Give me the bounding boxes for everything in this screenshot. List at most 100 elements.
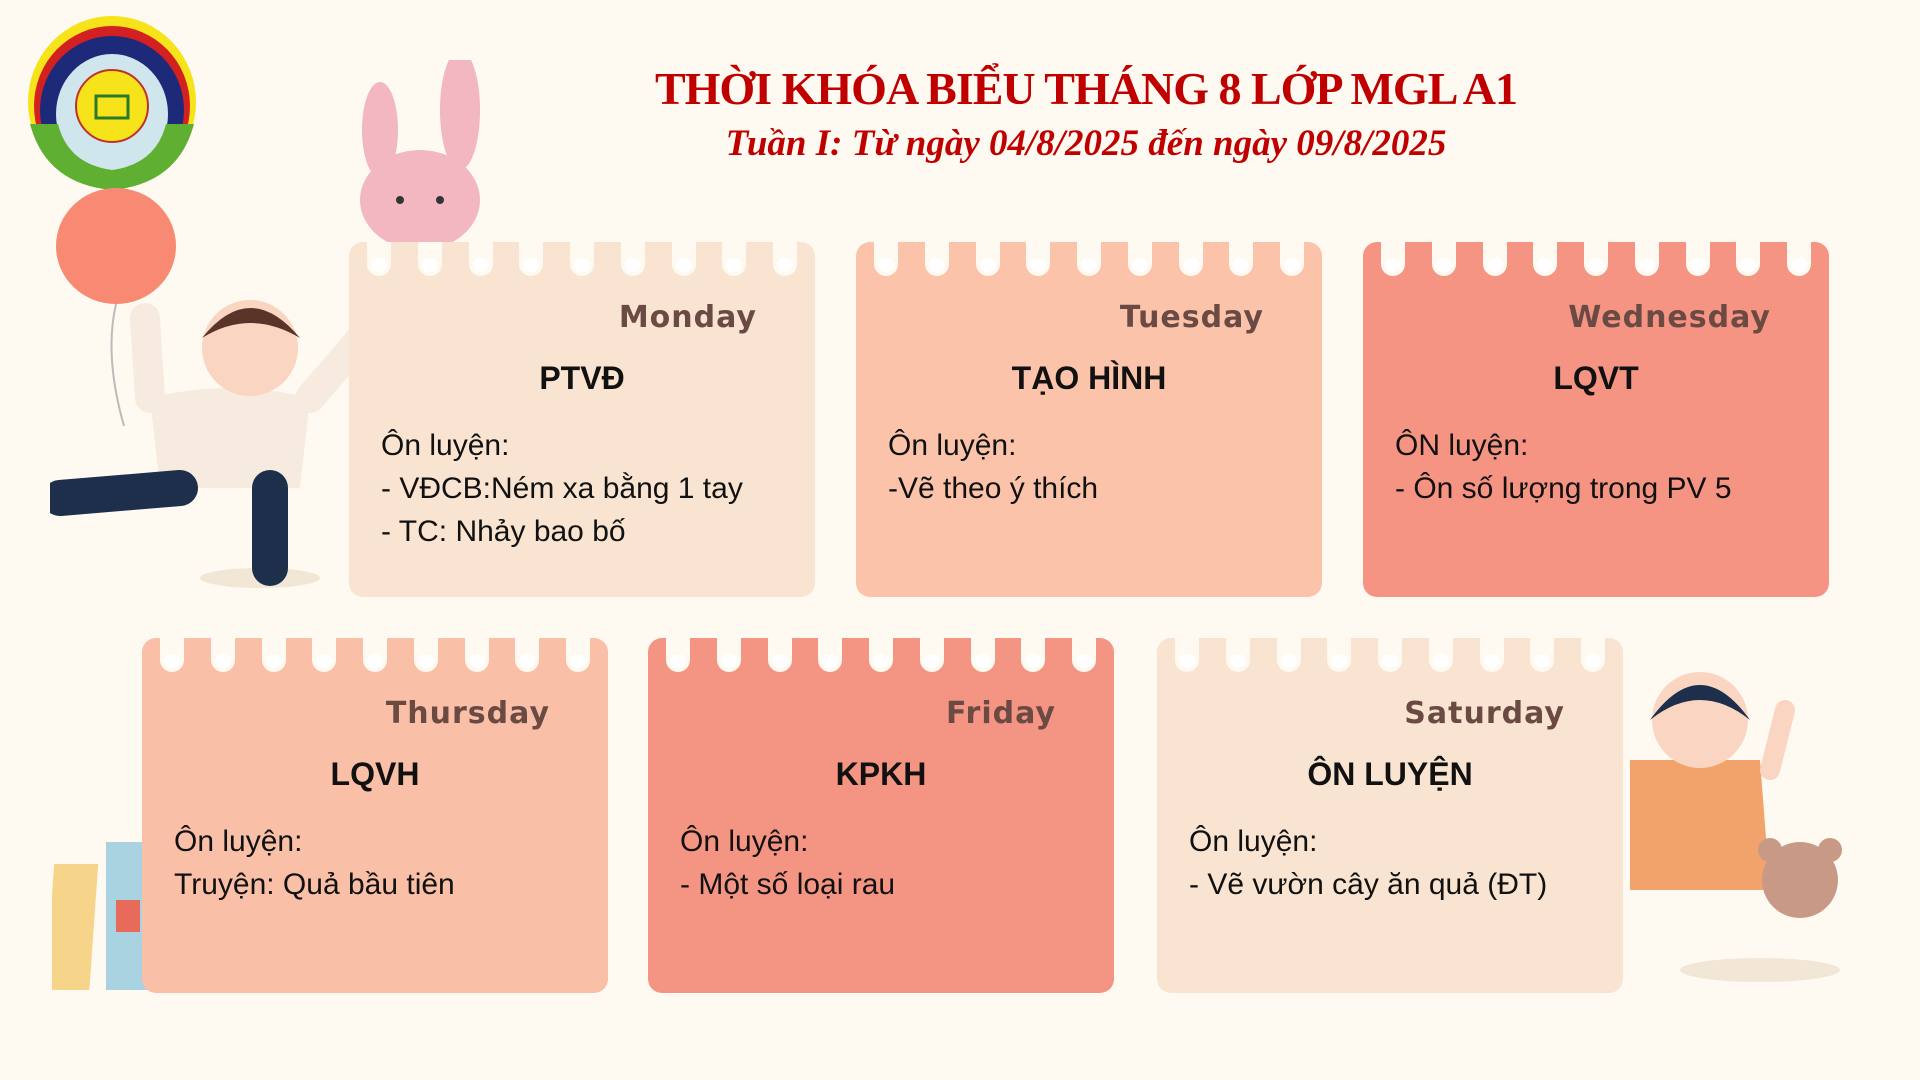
subject-title: KPKH — [835, 756, 927, 792]
subject-title: PTVĐ — [539, 360, 625, 396]
activity-list: Ôn luyện: Truyện: Quả bầu tiên — [174, 820, 455, 906]
binder-hole — [970, 638, 995, 672]
binder-hole — [1381, 242, 1405, 276]
day-card-friday: Friday KPKH Ôn luyện: - Một số loại rau — [648, 638, 1114, 993]
binder-hole — [924, 242, 949, 276]
day-label: Thursday — [385, 696, 550, 731]
binder-hole — [722, 242, 747, 276]
binder-hole — [570, 242, 594, 276]
binder-hole — [312, 638, 337, 672]
binder-hole — [1026, 242, 1051, 276]
activity-line: - Vẽ vườn cây ăn quả (ĐT) — [1189, 868, 1548, 901]
binder-hole — [919, 638, 944, 672]
binder-hole — [464, 638, 489, 672]
binder-holes — [1381, 242, 1811, 282]
binder-hole — [1229, 242, 1254, 276]
binder-hole — [1685, 242, 1710, 276]
boy-illustration — [1630, 672, 1842, 982]
activity-line: - Ôn số lượng trong PV 5 — [1395, 472, 1732, 505]
binder-hole — [1378, 638, 1402, 672]
binder-hole — [1077, 242, 1101, 276]
page-title: THỜI KHÓA BIỂU THÁNG 8 LỚP MGL A1 — [654, 63, 1518, 114]
activity-line: Ôn luyện: — [381, 429, 510, 462]
binder-hole — [363, 638, 387, 672]
subject-title: ÔN LUYỆN — [1307, 756, 1473, 792]
binder-hole — [1482, 242, 1507, 276]
binder-hole — [367, 242, 391, 276]
binder-hole — [767, 638, 792, 672]
activity-line: -Vẽ theo ý thích — [888, 472, 1099, 505]
subject-title: LQVT — [1553, 360, 1639, 396]
binder-holes — [666, 638, 1096, 678]
binder-hole — [1530, 638, 1555, 672]
binder-hole — [773, 242, 797, 276]
binder-hole — [417, 242, 442, 276]
activity-line: - VĐCB:Ném xa bằng 1 tay — [381, 472, 743, 505]
day-label: Saturday — [1404, 696, 1565, 731]
day-label: Friday — [945, 696, 1056, 731]
activity-line: Truyện: Quả bầu tiên — [174, 868, 455, 901]
binder-hole — [975, 242, 1000, 276]
day-label: Tuesday — [1119, 300, 1264, 335]
binder-hole — [818, 638, 843, 672]
activity-list: Ôn luyện: - Vẽ vườn cây ăn quả (ĐT) — [1189, 820, 1547, 906]
binder-holes — [874, 242, 1304, 282]
binder-hole — [1584, 242, 1608, 276]
balloon-illustration — [56, 188, 176, 426]
binder-hole — [1533, 242, 1558, 276]
activity-line: Ôn luyện: — [888, 429, 1017, 462]
binder-hole — [1431, 242, 1456, 276]
binder-hole — [666, 638, 690, 672]
school-logo — [28, 16, 196, 190]
binder-hole — [1479, 638, 1504, 672]
binder-hole — [1787, 242, 1811, 276]
binder-hole — [1581, 638, 1605, 672]
binder-hole — [1736, 242, 1761, 276]
binder-hole — [566, 638, 590, 672]
activity-line: - Một số loại rau — [680, 868, 896, 901]
activity-line: Ôn luyện: — [1189, 825, 1318, 858]
binder-holes — [160, 638, 590, 678]
activity-list: Ôn luyện: - Một số loại rau — [680, 820, 895, 906]
binder-hole — [160, 638, 184, 672]
binder-hole — [1127, 242, 1152, 276]
binder-hole — [1634, 242, 1659, 276]
activity-line: Ôn luyện: — [680, 825, 809, 858]
binder-hole — [869, 638, 893, 672]
day-card-monday: Monday PTVĐ Ôn luyện: - VĐCB:Ném xa bằng 1 … — [349, 242, 815, 597]
binder-hole — [210, 638, 235, 672]
binder-hole — [671, 242, 696, 276]
day-label: Wednesday — [1568, 300, 1771, 335]
activity-line: Ôn luyện: — [174, 825, 303, 858]
binder-hole — [874, 242, 898, 276]
activity-line: - TC: Nhảy bao bố — [381, 515, 626, 548]
binder-hole — [1276, 638, 1301, 672]
binder-hole — [261, 638, 286, 672]
binder-hole — [620, 242, 645, 276]
activity-list: ÔN luyện: - Ôn số lượng trong PV 5 — [1395, 424, 1732, 510]
binder-holes — [367, 242, 797, 282]
binder-hole — [468, 242, 493, 276]
subject-title: LQVH — [330, 756, 420, 792]
binder-hole — [1175, 638, 1199, 672]
subject-title: TẠO HÌNH — [1011, 360, 1167, 396]
binder-hole — [519, 242, 544, 276]
binder-holes — [1175, 638, 1605, 678]
activity-list: Ôn luyện: - VĐCB:Ném xa bằng 1 tay - TC: N… — [381, 424, 743, 553]
binder-hole — [1072, 638, 1096, 672]
girl-illustration — [50, 300, 385, 588]
binder-hole — [413, 638, 438, 672]
binder-hole — [1280, 242, 1304, 276]
day-label: Monday — [618, 300, 757, 335]
binder-hole — [1178, 242, 1203, 276]
binder-hole — [1428, 638, 1453, 672]
day-card-tuesday: Tuesday TẠO HÌNH Ôn luyện: -Vẽ theo ý thích — [856, 242, 1322, 597]
day-card-thursday: Thursday LQVH Ôn luyện: Truyện: Quả bầu tiê… — [142, 638, 608, 993]
activity-line: ÔN luyện: — [1395, 429, 1529, 462]
binder-hole — [716, 638, 741, 672]
day-card-wednesday: Wednesday LQVT ÔN luyện: - Ôn số lượng tron… — [1363, 242, 1829, 597]
binder-hole — [1225, 638, 1250, 672]
day-card-saturday: Saturday ÔN LUYỆN Ôn luyện: - Vẽ vườn cây ă… — [1157, 638, 1623, 993]
activity-list: Ôn luyện: -Vẽ theo ý thích — [888, 424, 1098, 510]
binder-hole — [1327, 638, 1352, 672]
